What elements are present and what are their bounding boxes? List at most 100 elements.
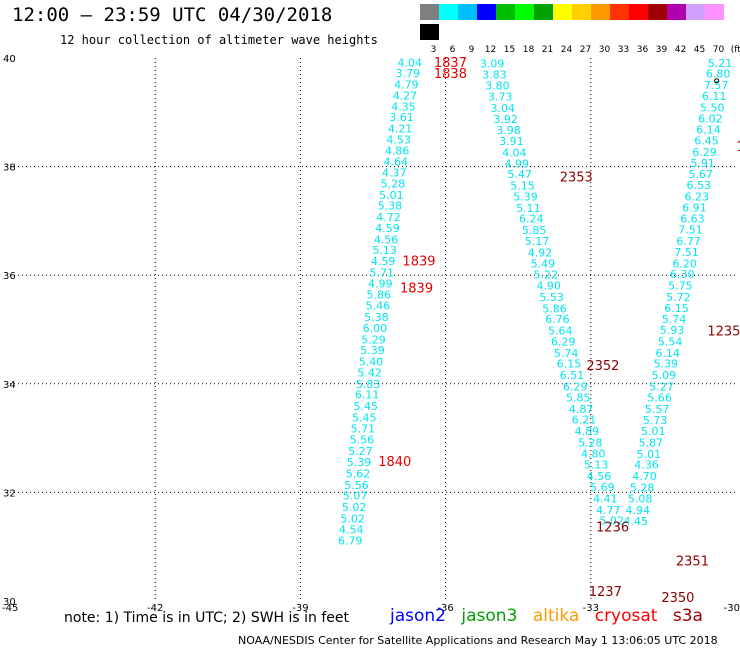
wave-height-label: 5.27: [348, 445, 373, 458]
color-scale-label: 33: [617, 45, 630, 55]
color-swatch: [667, 4, 686, 20]
wave-height-label: 5.28: [630, 482, 655, 495]
wave-height-label: 6.15: [664, 302, 689, 315]
wave-height-label: 5.86: [367, 289, 392, 302]
wave-height-label: 4.53: [386, 133, 411, 146]
wave-height-label: 5.38: [364, 311, 389, 324]
wave-height-label: 5.85: [566, 391, 591, 404]
wave-height-label: 6.29: [551, 335, 576, 348]
wave-height-label: 4.99: [368, 277, 393, 290]
color-scale-swatches: [420, 4, 740, 44]
wave-height-label: 4.36: [634, 459, 659, 472]
color-swatch: [439, 4, 458, 20]
time-label: 1236: [596, 521, 629, 536]
wave-height-label: 4.64: [383, 156, 408, 169]
time-label: 1234: [736, 140, 740, 155]
time-label: 1837: [434, 56, 467, 71]
wave-height-label: 4.27: [393, 89, 418, 102]
wave-height-label: 3.79: [396, 67, 421, 80]
color-swatch: [477, 4, 496, 20]
x-tick-label: -42: [147, 603, 163, 614]
color-swatch: [591, 4, 610, 20]
wave-height-label: 5.49: [531, 257, 556, 270]
wave-height-label: 5.09: [652, 369, 677, 382]
color-swatch: [553, 4, 572, 20]
wave-height-label: 6.14: [656, 347, 681, 360]
color-scale-label: 15: [503, 45, 516, 55]
wave-height-label: 6.76: [545, 313, 570, 326]
wave-height-label: 5.56: [350, 434, 375, 447]
wave-height-label: 5.39: [654, 358, 679, 371]
credit-line: NOAA/NESDIS Center for Satellite Applica…: [238, 634, 718, 647]
color-swatch: [496, 4, 515, 20]
time-label: 1839: [400, 282, 433, 297]
wave-height-label: 4.41: [593, 492, 618, 505]
color-scale-label: 18: [522, 45, 535, 55]
wave-height-label: 6.77: [676, 235, 701, 248]
wave-height-label: 3.80: [485, 80, 510, 93]
wave-height-label: 3.04: [490, 102, 515, 115]
wave-height-label: 5.11: [516, 202, 541, 215]
wave-height-label: 6.91: [682, 201, 707, 214]
wave-height-label: 3.98: [496, 124, 521, 137]
wave-height-label: 5.45: [352, 411, 377, 424]
wave-height-label: 5.02: [342, 501, 367, 514]
wave-height-label: 5.22: [534, 269, 559, 282]
wave-height-label: 5.39: [513, 190, 538, 203]
color-scale-label: 70: [712, 45, 725, 55]
wave-height-label: 4.04: [502, 146, 527, 159]
wave-height-label: 5.40: [359, 356, 384, 369]
wave-height-label: 4.59: [375, 222, 400, 235]
wave-height-label: 5.39: [347, 456, 372, 469]
legend-cryosat: cryosat: [594, 606, 658, 626]
wave-height-label: 5.62: [346, 467, 371, 480]
color-swatch: [705, 4, 724, 20]
wave-height-label: 5.54: [658, 335, 683, 348]
wave-height-label: 6.11: [702, 90, 727, 103]
wave-height-label: 6.20: [672, 257, 697, 270]
wave-height-label: 5.38: [378, 200, 403, 213]
color-swatch: [572, 4, 591, 20]
wave-height-label: 6.00: [363, 322, 388, 335]
wave-height-label: 6.45: [694, 135, 719, 148]
legend-jason3: jason3: [461, 606, 518, 626]
wave-height-label: 5.93: [660, 324, 685, 337]
wave-height-label: 5.29: [361, 333, 386, 346]
wave-height-label: 5.73: [643, 414, 668, 427]
wave-height-label: 5.64: [548, 325, 573, 338]
legend-s3a: s3a: [672, 606, 703, 626]
wave-height-label: 6.02: [698, 112, 723, 125]
color-scale-label: 36: [636, 45, 649, 55]
wave-height-label: 5.56: [344, 479, 369, 492]
wave-height-label: 4.77: [596, 504, 621, 517]
wave-height-label: 6.14: [696, 124, 721, 137]
wave-height-label: 5.83: [356, 378, 381, 391]
wave-height-label: 3.61: [389, 111, 414, 124]
time-label: 1840: [378, 455, 411, 470]
wave-height-label: 5.87: [639, 436, 664, 449]
x-tick-label: -30: [724, 603, 740, 614]
wave-height-label: 5.69: [590, 481, 615, 494]
color-scale-label: 21: [541, 45, 554, 55]
wave-height-label: 6.63: [680, 213, 705, 226]
wave-height-label: 4.87: [569, 403, 594, 416]
y-tick-label: 40: [3, 54, 16, 65]
wave-height-label: 5.02: [340, 512, 365, 525]
color-scale-label: 12: [484, 45, 497, 55]
wave-height-label: 5.01: [379, 189, 404, 202]
wave-height-label: 5.07: [343, 490, 368, 503]
wave-height-label: 6.24: [519, 213, 544, 226]
wave-height-label: 4.59: [371, 255, 396, 268]
wave-height-label: 4.56: [587, 470, 612, 483]
wave-height-label: 5.72: [666, 291, 691, 304]
wave-height-label: 5.02: [599, 515, 624, 528]
wave-height-label: 5.45: [353, 400, 378, 413]
color-scale-label: 3: [430, 45, 437, 55]
wave-height-label: 4.70: [632, 470, 657, 483]
wave-height-label: 7.51: [678, 224, 703, 237]
y-tick-label: 38: [3, 163, 16, 174]
wave-height-label: 5.42: [357, 366, 382, 379]
